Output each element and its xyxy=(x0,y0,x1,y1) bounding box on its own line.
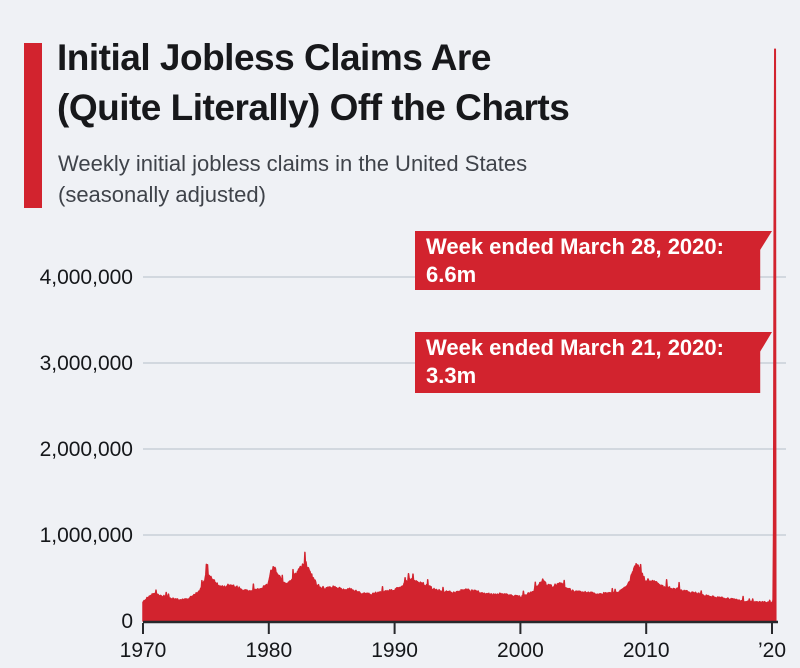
y-axis-label: 3,000,000 xyxy=(40,352,133,375)
area-series-initial-claims xyxy=(142,48,777,622)
subtitle-line-1: Weekly initial jobless claims in the Uni… xyxy=(58,151,528,176)
annotation-value: 3.3m xyxy=(426,363,477,388)
title-accent-bar xyxy=(24,43,42,208)
annotation-label: Week ended March 28, 2020: xyxy=(426,234,724,259)
title-line-1: Initial Jobless Claims Are xyxy=(57,37,491,78)
chart-subtitle: Weekly initial jobless claims in the Uni… xyxy=(58,148,527,210)
x-axis-label: 1970 xyxy=(120,639,167,662)
title-line-2: (Quite Literally) Off the Charts xyxy=(57,87,570,128)
x-axis-label: ’20 xyxy=(758,639,786,662)
annotation-march-21-callout: Week ended March 21, 2020: 3.3m xyxy=(415,332,772,393)
page-title: Initial Jobless Claims Are (Quite Litera… xyxy=(57,33,570,133)
y-axis-label: 1,000,000 xyxy=(40,524,133,547)
annotation-label: Week ended March 21, 2020: xyxy=(426,335,724,360)
y-axis-label: 0 xyxy=(121,610,133,633)
subtitle-line-2: (seasonally adjusted) xyxy=(58,182,266,207)
x-axis-label: 2000 xyxy=(497,639,544,662)
annotation-value: 6.6m xyxy=(426,262,477,287)
y-axis-label: 2,000,000 xyxy=(40,438,133,461)
x-axis-label: 2010 xyxy=(623,639,670,662)
y-axis-label: 4,000,000 xyxy=(40,266,133,289)
x-axis-label: 1990 xyxy=(371,639,418,662)
x-axis-label: 1980 xyxy=(245,639,292,662)
annotation-march-28-callout: Week ended March 28, 2020: 6.6m xyxy=(415,231,772,290)
